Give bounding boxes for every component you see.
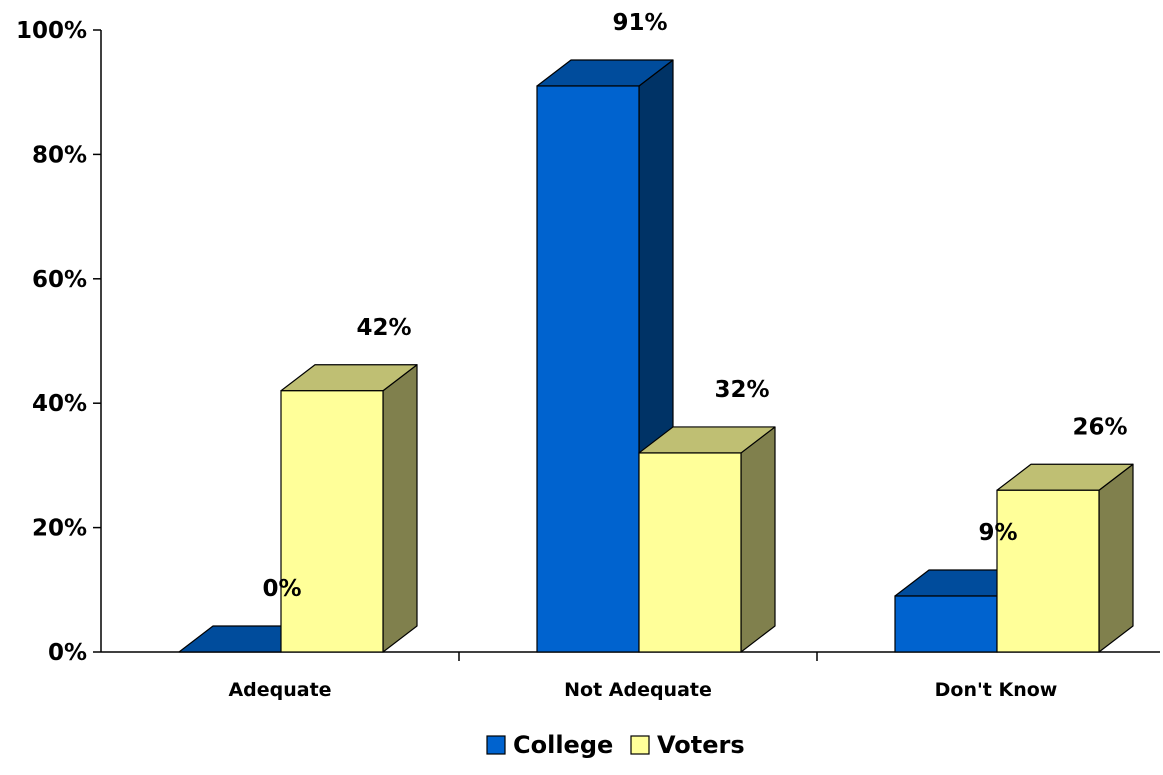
bar-voters-don-t-know — [996, 463, 1134, 653]
data-label-college-don-t-know: 9% — [978, 520, 1017, 546]
legend-label: Voters — [657, 731, 745, 759]
data-labels: 0% 42% 91% 32% 9% 26% — [262, 10, 1127, 602]
legend: College Voters — [486, 731, 745, 759]
bar-side — [740, 426, 776, 653]
legend-label: College — [513, 731, 613, 759]
y-tick-label: 100% — [16, 18, 87, 44]
bar-voters-not-adequate — [638, 426, 776, 653]
data-label-voters-adequate: 42% — [356, 315, 411, 341]
data-label-college-not-adequate: 91% — [612, 10, 667, 36]
bar-side — [1098, 463, 1134, 653]
bars — [178, 59, 1134, 653]
data-label-college-adequate: 0% — [262, 576, 301, 602]
axes: 0% 20% 40% 60% 80% 100% Adequate Not Adequate Do… — [16, 18, 1160, 701]
bar-side — [382, 364, 418, 653]
legend-item-college: College — [486, 731, 613, 759]
x-tick-label-adequate: Adequate — [228, 679, 331, 701]
x-tick-label-don-t-know: Don't Know — [935, 679, 1058, 701]
x-tick-label-not-adequate: Not Adequate — [564, 679, 712, 701]
y-tick-label: 60% — [32, 267, 87, 293]
data-label-voters-not-adequate: 32% — [714, 377, 769, 403]
bar-front — [536, 85, 640, 653]
bar-front — [996, 489, 1100, 653]
data-label-voters-don-t-know: 26% — [1072, 414, 1127, 440]
bar-front — [280, 390, 384, 653]
y-tick-label: 80% — [32, 142, 87, 168]
legend-swatch — [630, 735, 650, 755]
y-tick-label: 0% — [48, 640, 87, 666]
y-tick-label: 20% — [32, 516, 87, 542]
y-tick-label: 40% — [32, 391, 87, 417]
bar-front — [894, 595, 998, 653]
legend-item-voters: Voters — [630, 731, 745, 759]
legend-swatch — [486, 735, 506, 755]
bar-front — [638, 452, 742, 653]
bar-voters-adequate — [280, 364, 418, 653]
